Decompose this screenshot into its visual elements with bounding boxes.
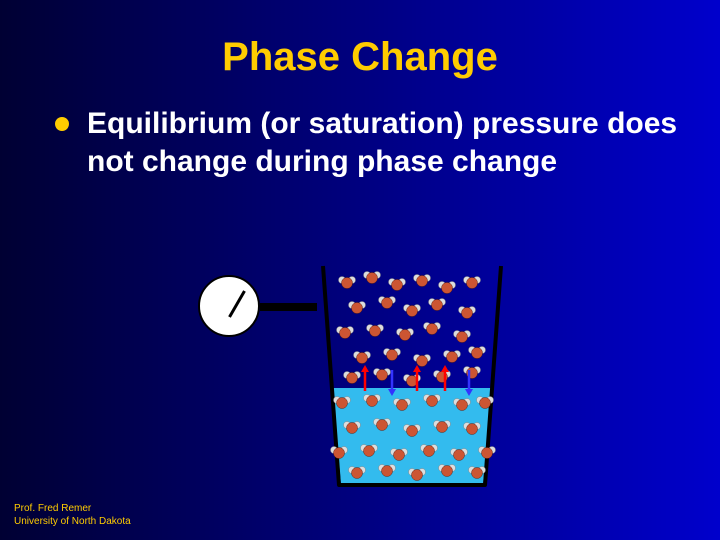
phase-diagram [198,263,528,498]
footer-line1: Prof. Fred Remer [14,502,131,515]
slide-title: Phase Change [0,0,720,80]
bullet-item: Equilibrium (or saturation) pressure doe… [0,80,720,180]
pressure-gauge [198,275,260,337]
beaker [317,263,507,488]
bullet-icon [55,117,69,131]
footer-credit: Prof. Fred Remer University of North Dak… [14,502,131,528]
gauge-stem [260,303,317,311]
footer-line2: University of North Dakota [14,515,131,528]
bullet-text: Equilibrium (or saturation) pressure doe… [87,105,680,180]
gauge-needle [228,290,246,317]
